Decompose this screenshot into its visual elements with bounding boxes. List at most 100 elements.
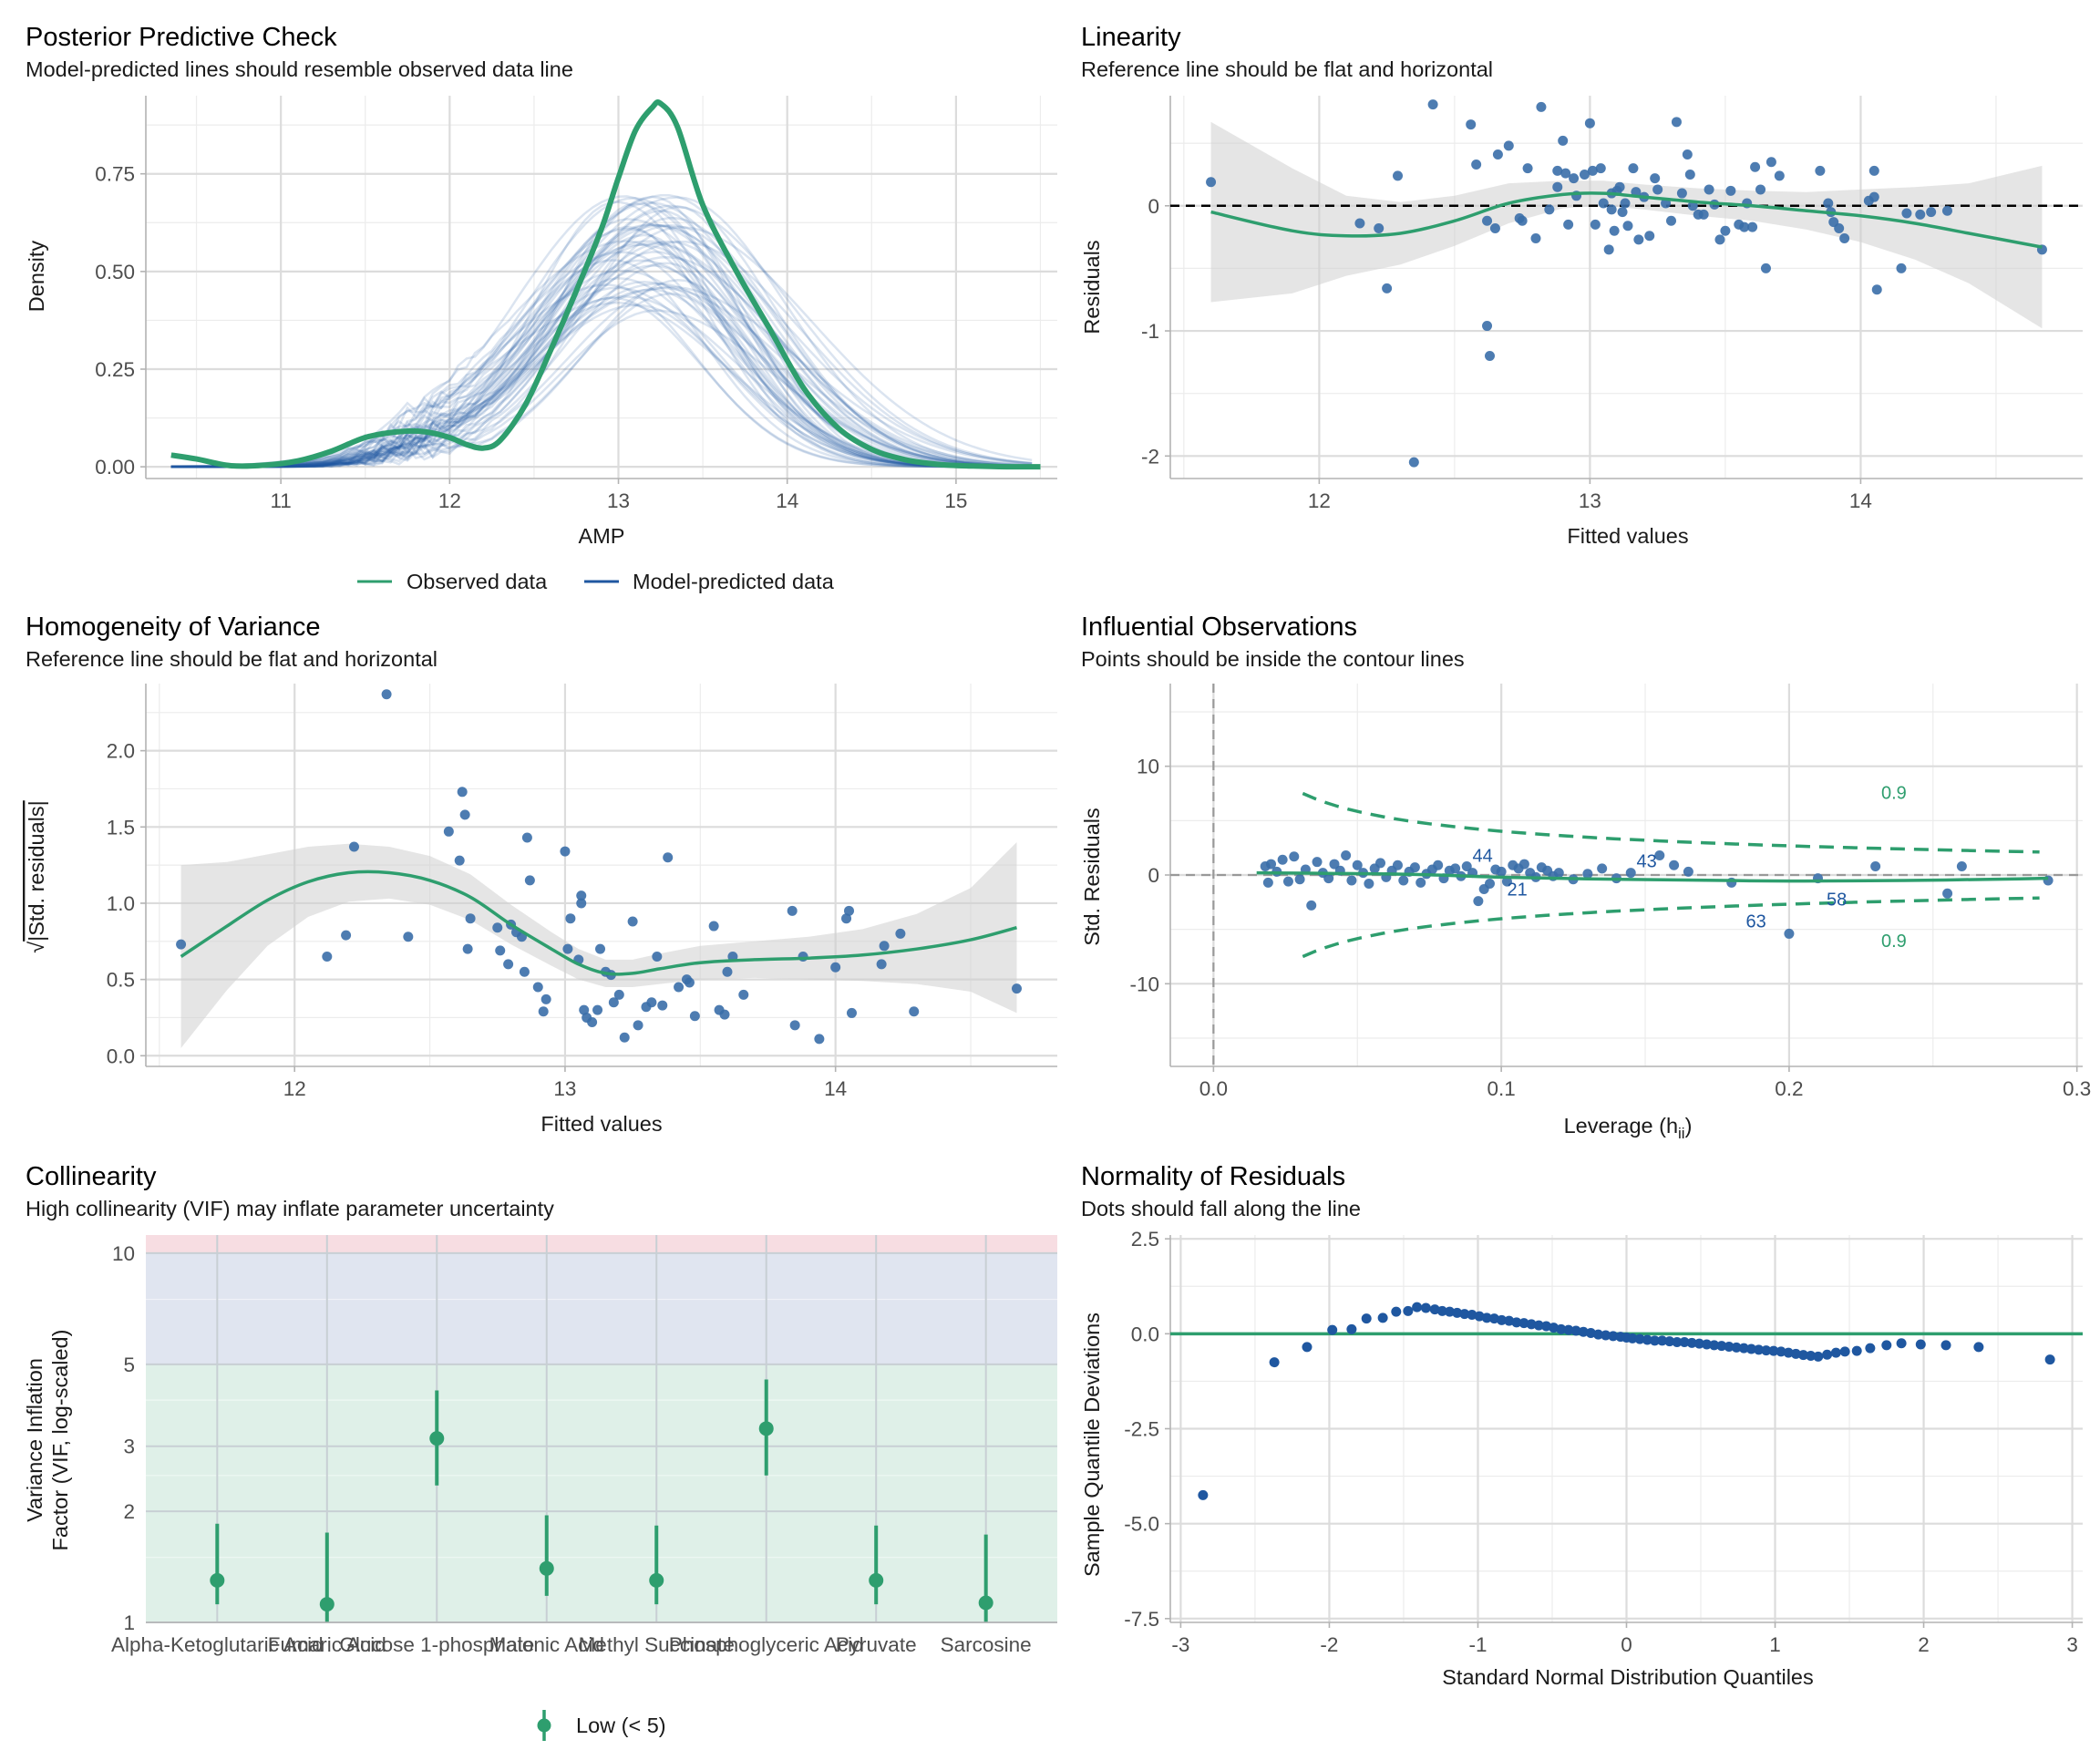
residual-point [1620,198,1631,209]
observation-point [1262,877,1273,888]
ppc-y-axis-label: Density [25,241,48,313]
x-tick-label: 0.1 [1487,1077,1515,1100]
residual-point [341,930,352,941]
residual-point [1552,181,1563,192]
predicted-density-line [170,288,1033,468]
observation-point [1654,850,1665,861]
residual-point [540,993,551,1004]
residual-point [1684,169,1695,180]
quantile-point [1783,1347,1794,1358]
x-tick-label: -2 [1320,1633,1338,1656]
residual-point [846,1007,857,1018]
predicted-density-line [170,216,1033,468]
observation-point [1375,858,1386,869]
residual-point [719,1009,730,1020]
residual-point [1666,215,1677,226]
ppc-title: Posterior Predictive Check [26,23,337,52]
homogeneity-title: Homogeneity of Variance [26,612,320,642]
y-tick-label: 0.25 [95,358,135,381]
quantile-point [1593,1329,1604,1340]
predicted-density-line [170,201,1033,468]
y-tick-label: -5.0 [1124,1513,1159,1536]
x-category-label: Methyl Succinate [579,1633,735,1656]
residual-point [1871,284,1882,295]
residual-point [1552,165,1563,176]
ppc-panel: Posterior Predictive Check Model-predict… [25,23,1057,593]
observation-id-label: 63 [1746,911,1766,932]
residual-point [1206,177,1217,188]
observation-point [1398,875,1409,886]
residual-point [462,943,473,954]
residual-point [592,1004,603,1015]
residual-point [1563,219,1574,230]
cooks-contour-upper [1302,791,2040,854]
residual-point [1644,231,1655,242]
observed-density-line [170,99,1041,470]
homogeneity-plot-area: 12 13 14 0.0 0.5 1.0 1.5 2.0 [107,684,1057,1100]
residual-point [1755,184,1766,195]
predicted-density-line [170,196,1033,468]
predicted-density-line [170,240,1033,468]
observation-point [1433,860,1444,870]
quantile-point [1269,1357,1280,1368]
residual-point [454,855,465,866]
quantile-point [1563,1324,1574,1335]
quantile-point [1346,1323,1357,1334]
loess-line [1256,870,2049,883]
residual-point [465,913,476,924]
influential-title: Influential Observations [1081,612,1357,642]
quantile-point [1724,1342,1735,1352]
loess-line [1210,191,2043,249]
vif-point [319,1597,335,1612]
quantile-point [1679,1337,1690,1347]
residual-point [1536,101,1547,112]
residual-point [1558,135,1569,146]
y-tick-label: 2.0 [107,740,135,763]
quantile-point [1420,1302,1431,1313]
residual-point [708,921,719,932]
predicted-density-line [170,251,1033,468]
predicted-density-line [170,286,1033,468]
residual-point [1408,457,1419,468]
predicted-density-line [170,225,1033,468]
quantile-point [1822,1349,1833,1360]
predicted-density-line [170,251,1033,468]
quantile-point [1693,1338,1704,1349]
residual-point [1750,161,1761,172]
quantile-point [1649,1335,1660,1346]
x-category-label: Fumaric Acid [268,1633,386,1656]
residual-point [1560,168,1571,179]
homogeneity-y-axis-label-text: |Std. residuals| [25,800,48,942]
residual-point [1471,159,1482,170]
observation-point [1306,900,1317,911]
residual-point [459,809,470,820]
quantile-point [1790,1348,1801,1359]
observation-point [1553,868,1564,879]
quantile-point [1851,1345,1862,1356]
predicted-density-line [170,224,1033,468]
predicted-density-line [170,309,1033,468]
y-tick-label: 2.5 [1131,1228,1159,1251]
predicted-density-line [170,286,1033,468]
residual-point [1606,204,1617,215]
residual-point [1598,198,1609,209]
quantile-point [1686,1337,1697,1348]
residual-point [1393,170,1404,181]
observation-point [1289,851,1300,862]
influential-x-axis-label: Leverage (hii) [1564,1114,1693,1142]
residual-point [1011,983,1022,994]
residual-point [532,982,543,993]
svg-text:√|Std. residuals|: √|Std. residuals| [25,800,48,953]
residual-point [1595,163,1606,174]
ppc-x-axis-label: AMP [579,524,625,548]
residual-point [627,916,638,927]
x-tick-label: 2 [1918,1633,1930,1656]
residual-point [576,898,587,909]
quantile-point [1444,1306,1455,1317]
residual-point [521,832,532,843]
y-tick-label: 10 [112,1242,135,1265]
residual-point [587,1016,598,1027]
x-tick-label: 13 [607,489,630,512]
observation-point [1277,854,1288,865]
